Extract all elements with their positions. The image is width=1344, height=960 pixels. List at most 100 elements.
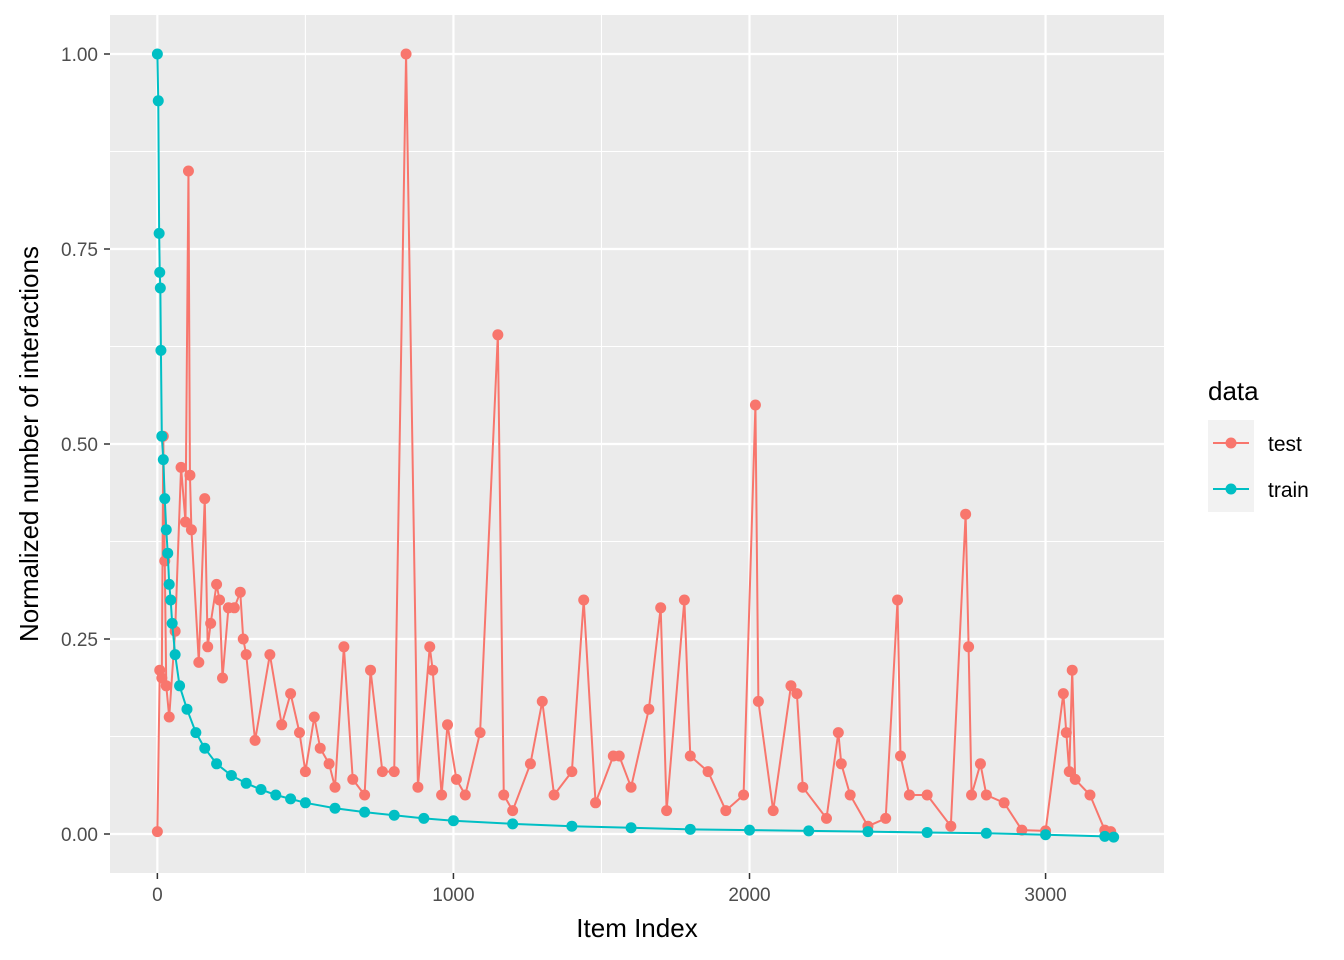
data-point-test xyxy=(613,750,625,762)
data-point-test xyxy=(1069,773,1081,785)
data-point-test xyxy=(299,766,311,778)
data-point-test xyxy=(240,649,252,661)
x-tick-label: 2000 xyxy=(728,885,770,906)
data-point-test xyxy=(578,594,590,606)
y-axis-title: Normalized number of interactions xyxy=(14,246,44,642)
data-point-train xyxy=(447,815,459,827)
data-point-test xyxy=(1066,664,1078,676)
series-layer xyxy=(151,48,1120,843)
data-point-test xyxy=(217,672,229,684)
data-point-test xyxy=(193,656,205,668)
data-point-test xyxy=(1084,789,1096,801)
data-point-test xyxy=(797,781,809,793)
data-point-test xyxy=(175,461,187,473)
data-point-train xyxy=(684,823,696,835)
data-point-test xyxy=(205,617,217,629)
data-point-train xyxy=(255,784,267,796)
data-point-test xyxy=(338,641,350,653)
data-point-test xyxy=(963,641,975,653)
series-test xyxy=(151,48,1117,838)
data-point-test xyxy=(767,805,779,817)
y-axis-ticks: 0.00 0.25 0.50 0.75 1.00 xyxy=(61,45,110,846)
data-point-test xyxy=(832,727,844,739)
legend-point-train xyxy=(1225,483,1237,495)
legend-point-test xyxy=(1225,437,1237,449)
data-point-train xyxy=(270,789,282,801)
data-point-test xyxy=(1063,766,1075,778)
data-point-test xyxy=(752,695,764,707)
data-point-test xyxy=(507,805,519,817)
data-point-test xyxy=(359,789,371,801)
data-point-test xyxy=(492,329,504,341)
data-point-test xyxy=(424,641,436,653)
data-point-train xyxy=(199,742,211,754)
data-point-test xyxy=(643,703,655,715)
data-point-test xyxy=(179,516,191,528)
data-point-train xyxy=(418,812,430,824)
data-point-train xyxy=(507,818,519,830)
data-point-test xyxy=(498,789,510,801)
data-point-test xyxy=(980,789,992,801)
x-tick-label: 3000 xyxy=(1024,885,1066,906)
data-point-test xyxy=(892,594,904,606)
data-point-test xyxy=(285,688,297,700)
data-point-train xyxy=(980,827,992,839)
data-point-train xyxy=(162,547,174,559)
data-point-test xyxy=(844,789,856,801)
legend: data test train xyxy=(1208,376,1309,512)
data-point-train xyxy=(225,770,237,781)
data-point-test xyxy=(835,758,847,770)
data-point-test xyxy=(474,727,486,739)
data-point-test xyxy=(684,750,696,762)
data-point-test xyxy=(228,602,240,614)
data-point-train xyxy=(174,680,186,692)
legend-label-train: train xyxy=(1268,479,1309,502)
data-point-test xyxy=(308,711,320,723)
data-point-train xyxy=(388,809,400,821)
y-tick-label: 0.50 xyxy=(61,435,98,456)
data-point-train xyxy=(921,826,933,838)
data-point-train xyxy=(153,227,165,239)
x-axis-ticks: 0 1000 2000 3000 xyxy=(152,873,1067,906)
data-point-train xyxy=(152,95,164,107)
data-point-test xyxy=(211,578,223,590)
data-point-train xyxy=(181,703,193,715)
data-point-test xyxy=(1060,727,1072,739)
data-point-test xyxy=(293,727,305,739)
data-point-test xyxy=(249,734,261,746)
data-point-train xyxy=(190,727,202,739)
data-point-test xyxy=(214,594,226,606)
data-point-test xyxy=(427,664,439,676)
data-point-test xyxy=(590,797,602,809)
data-point-test xyxy=(234,586,246,598)
data-point-test xyxy=(237,633,249,645)
data-point-test xyxy=(548,789,560,801)
data-point-test xyxy=(785,680,797,692)
data-point-test xyxy=(1016,824,1028,836)
data-point-test xyxy=(974,758,986,770)
data-point-test xyxy=(566,766,578,778)
data-point-test xyxy=(960,508,972,520)
data-point-train xyxy=(156,430,168,442)
data-point-test xyxy=(347,773,359,785)
data-point-test xyxy=(182,165,194,177)
data-point-test xyxy=(524,758,536,770)
x-tick-label: 1000 xyxy=(432,885,474,906)
data-point-train xyxy=(285,793,297,805)
y-tick-label: 0.25 xyxy=(61,630,98,651)
data-point-test xyxy=(678,594,690,606)
data-point-test xyxy=(323,758,335,770)
data-point-test xyxy=(185,524,197,536)
data-point-test xyxy=(921,789,933,801)
legend-label-test: test xyxy=(1268,433,1302,456)
data-point-test xyxy=(160,680,172,692)
data-point-test xyxy=(661,805,673,817)
data-point-train xyxy=(744,824,756,836)
data-point-test xyxy=(365,664,377,676)
data-point-train xyxy=(803,825,815,837)
data-point-train xyxy=(155,344,167,356)
data-point-test xyxy=(1057,688,1069,700)
data-point-test xyxy=(702,766,714,778)
data-point-test xyxy=(791,688,803,700)
